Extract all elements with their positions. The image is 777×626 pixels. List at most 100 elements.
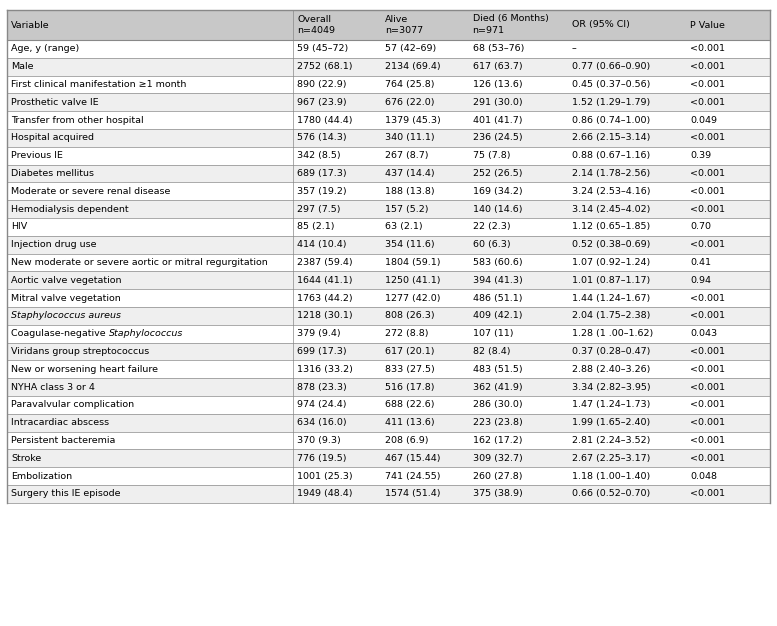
Bar [7,182,770,200]
Text: 689 (17.3): 689 (17.3) [297,169,347,178]
Text: 1.47 (1.24–1.73): 1.47 (1.24–1.73) [572,401,650,409]
Text: 1250 (41.1): 1250 (41.1) [385,276,441,285]
Text: <0.001: <0.001 [690,347,725,356]
Text: 776 (19.5): 776 (19.5) [297,454,347,463]
Text: 208 (6.9): 208 (6.9) [385,436,428,445]
Text: 741 (24.55): 741 (24.55) [385,471,441,481]
Text: New or worsening heart failure: New or worsening heart failure [11,365,158,374]
Text: <0.001: <0.001 [690,454,725,463]
Text: 3.34 (2.82–3.95): 3.34 (2.82–3.95) [572,382,650,392]
Text: Alive: Alive [385,14,408,24]
Text: <0.001: <0.001 [690,80,725,89]
Text: 1.28 (1 .00–1.62): 1.28 (1 .00–1.62) [572,329,653,338]
Text: 2.66 (2.15–3.14): 2.66 (2.15–3.14) [572,133,650,142]
Text: 483 (51.5): 483 (51.5) [472,365,522,374]
Text: 1.52 (1.29–1.79): 1.52 (1.29–1.79) [572,98,650,107]
Bar [7,485,770,503]
Text: <0.001: <0.001 [690,240,725,249]
Text: 354 (11.6): 354 (11.6) [385,240,434,249]
Text: 1.12 (0.65–1.85): 1.12 (0.65–1.85) [572,222,650,232]
Text: 57 (42–69): 57 (42–69) [385,44,436,53]
Text: 59 (45–72): 59 (45–72) [297,44,348,53]
Text: 236 (24.5): 236 (24.5) [472,133,522,142]
Text: <0.001: <0.001 [690,98,725,107]
Bar [7,449,770,467]
Text: 699 (17.3): 699 (17.3) [297,347,347,356]
Bar [7,254,770,272]
Text: 1780 (44.4): 1780 (44.4) [297,116,353,125]
Text: Variable: Variable [11,21,50,29]
Text: 1.99 (1.65–2.40): 1.99 (1.65–2.40) [572,418,650,427]
Text: HIV: HIV [11,222,27,232]
Text: 1574 (51.4): 1574 (51.4) [385,490,441,498]
Text: 617 (63.7): 617 (63.7) [472,62,522,71]
Text: Prosthetic valve IE: Prosthetic valve IE [11,98,99,107]
Text: 437 (14.4): 437 (14.4) [385,169,434,178]
Bar [7,58,770,76]
Text: 576 (14.3): 576 (14.3) [297,133,347,142]
Text: 2.14 (1.78–2.56): 2.14 (1.78–2.56) [572,169,650,178]
Text: Moderate or severe renal disease: Moderate or severe renal disease [11,187,170,196]
Bar [7,272,770,289]
Text: 1804 (59.1): 1804 (59.1) [385,258,441,267]
Text: n=3077: n=3077 [385,26,423,35]
Text: NYHA class 3 or 4: NYHA class 3 or 4 [11,382,95,392]
Text: Died (6 Months): Died (6 Months) [472,14,549,24]
Bar [7,218,770,236]
Bar [7,307,770,325]
Text: 808 (26.3): 808 (26.3) [385,311,434,321]
Bar [7,289,770,307]
Text: 2752 (68.1): 2752 (68.1) [297,62,353,71]
Text: 0.39: 0.39 [690,151,711,160]
Text: <0.001: <0.001 [690,418,725,427]
Text: 357 (19.2): 357 (19.2) [297,187,347,196]
Bar [7,325,770,342]
Text: 162 (17.2): 162 (17.2) [472,436,522,445]
Text: 107 (11): 107 (11) [472,329,513,338]
Text: 409 (42.1): 409 (42.1) [472,311,522,321]
Text: 63 (2.1): 63 (2.1) [385,222,423,232]
Text: 0.52 (0.38–0.69): 0.52 (0.38–0.69) [572,240,650,249]
Text: 1644 (41.1): 1644 (41.1) [297,276,353,285]
Text: 414 (10.4): 414 (10.4) [297,240,347,249]
Text: 0.94: 0.94 [690,276,711,285]
Text: 297 (7.5): 297 (7.5) [297,205,340,213]
Bar [7,467,770,485]
Bar [7,129,770,147]
Text: Injection drug use: Injection drug use [11,240,96,249]
Text: <0.001: <0.001 [690,382,725,392]
Text: 401 (41.7): 401 (41.7) [472,116,522,125]
Text: n=4049: n=4049 [297,26,335,35]
Text: Persistent bacteremia: Persistent bacteremia [11,436,115,445]
Text: 291 (30.0): 291 (30.0) [472,98,522,107]
Text: 22 (2.3): 22 (2.3) [472,222,510,232]
Text: Previous IE: Previous IE [11,151,63,160]
Text: 252 (26.5): 252 (26.5) [472,169,522,178]
Text: <0.001: <0.001 [690,205,725,213]
Text: 0.049: 0.049 [690,116,717,125]
Text: 688 (22.6): 688 (22.6) [385,401,434,409]
Text: 0.37 (0.28–0.47): 0.37 (0.28–0.47) [572,347,650,356]
Bar [7,200,770,218]
Text: New moderate or severe aortic or mitral regurgitation: New moderate or severe aortic or mitral … [11,258,268,267]
Text: 82 (8.4): 82 (8.4) [472,347,510,356]
Text: 516 (17.8): 516 (17.8) [385,382,434,392]
Text: 1001 (25.3): 1001 (25.3) [297,471,353,481]
Text: 126 (13.6): 126 (13.6) [472,80,522,89]
Text: 1277 (42.0): 1277 (42.0) [385,294,441,302]
Text: 764 (25.8): 764 (25.8) [385,80,434,89]
Text: 833 (27.5): 833 (27.5) [385,365,434,374]
Text: Staphylococcus: Staphylococcus [109,329,183,338]
Text: 0.043: 0.043 [690,329,717,338]
Text: Surgery this IE episode: Surgery this IE episode [11,490,120,498]
Text: 75 (7.8): 75 (7.8) [472,151,510,160]
Bar [7,236,770,254]
Bar [7,40,770,58]
Text: 2.04 (1.75–2.38): 2.04 (1.75–2.38) [572,311,650,321]
Bar [7,165,770,182]
Text: Overall: Overall [297,14,331,24]
Text: 370 (9.3): 370 (9.3) [297,436,341,445]
Text: 340 (11.1): 340 (11.1) [385,133,434,142]
Text: 467 (15.44): 467 (15.44) [385,454,441,463]
Text: Male: Male [11,62,33,71]
